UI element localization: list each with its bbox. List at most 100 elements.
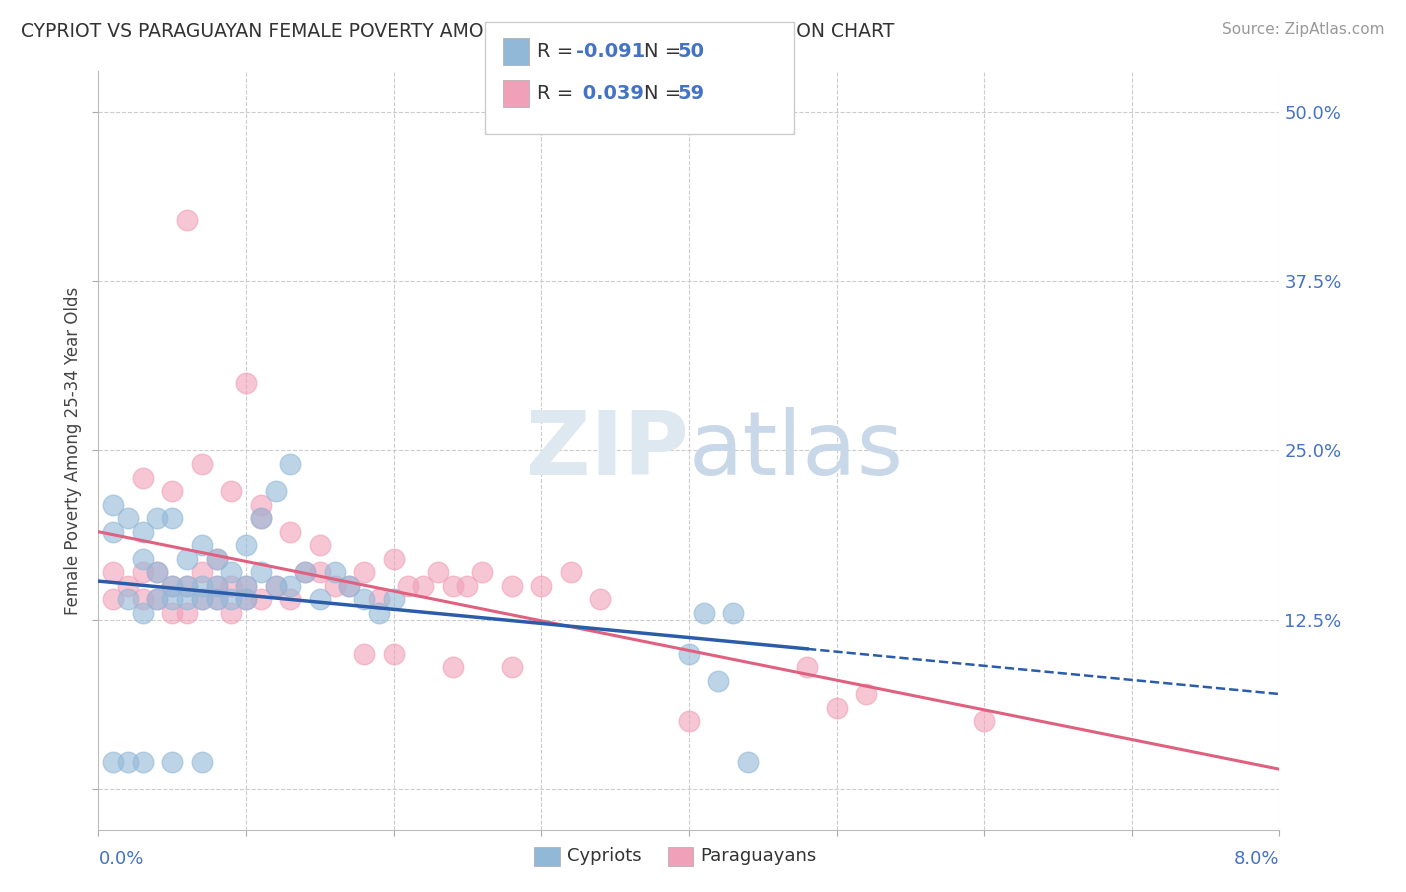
Point [382,592,405,607]
Point [323,566,346,580]
Point [221,606,243,620]
Point [501,660,523,674]
Point [221,592,243,607]
Point [309,592,332,607]
Point [132,592,155,607]
Point [176,592,198,607]
Point [176,213,198,227]
Point [737,755,759,769]
Point [205,579,228,593]
Point [146,592,169,607]
Point [191,592,214,607]
Point [162,606,183,620]
Point [103,592,125,607]
Point [205,551,228,566]
Point [117,755,139,769]
Point [353,592,375,607]
Point [117,511,139,525]
Point [235,579,257,593]
Point [235,538,257,552]
Point [368,606,391,620]
Point [103,566,125,580]
Point [323,579,346,593]
Text: -0.091: -0.091 [576,42,645,62]
Point [693,606,716,620]
Point [146,592,169,607]
Point [294,566,316,580]
Point [205,551,228,566]
Point [398,579,420,593]
Point [353,566,375,580]
Point [707,673,730,688]
Point [191,592,214,607]
Point [309,566,332,580]
Point [427,566,450,580]
Point [825,700,848,714]
Point [162,579,183,593]
Point [250,566,273,580]
Point [501,579,523,593]
Point [382,551,405,566]
Point [221,579,243,593]
Point [191,579,214,593]
Text: N =: N = [644,42,688,62]
Point [162,592,183,607]
Point [339,579,361,593]
Point [264,579,287,593]
Y-axis label: Female Poverty Among 25-34 Year Olds: Female Poverty Among 25-34 Year Olds [63,286,82,615]
Text: atlas: atlas [689,407,904,494]
Point [117,579,139,593]
Point [132,755,155,769]
Text: N =: N = [644,84,688,103]
Text: 0.039: 0.039 [576,84,644,103]
Point [235,376,257,390]
Point [457,579,479,593]
Point [103,498,125,512]
Point [280,579,302,593]
Point [146,566,169,580]
Point [146,511,169,525]
Text: 50: 50 [678,42,704,62]
Point [205,579,228,593]
Point [221,566,243,580]
Text: 8.0%: 8.0% [1234,850,1279,868]
Point [235,592,257,607]
Point [368,592,391,607]
Point [280,457,302,471]
Point [176,551,198,566]
Text: ZIP: ZIP [526,407,689,494]
Point [103,524,125,539]
Point [530,579,553,593]
Text: CYPRIOT VS PARAGUAYAN FEMALE POVERTY AMONG 25-34 YEAR OLDS CORRELATION CHART: CYPRIOT VS PARAGUAYAN FEMALE POVERTY AMO… [21,22,894,41]
Point [132,606,155,620]
Point [176,579,198,593]
Point [441,660,464,674]
Text: Source: ZipAtlas.com: Source: ZipAtlas.com [1222,22,1385,37]
Point [132,566,155,580]
Point [176,579,198,593]
Point [339,579,361,593]
Point [162,579,183,593]
Point [191,566,214,580]
Point [162,755,183,769]
Point [191,755,214,769]
Point [162,511,183,525]
Text: Cypriots: Cypriots [567,847,641,865]
Text: 59: 59 [678,84,704,103]
Point [191,457,214,471]
Point [309,538,332,552]
Point [264,484,287,499]
Text: 0.0%: 0.0% [98,850,143,868]
Point [117,592,139,607]
Point [264,579,287,593]
Point [382,647,405,661]
Point [280,524,302,539]
Point [205,592,228,607]
Point [250,511,273,525]
Point [250,511,273,525]
Point [132,551,155,566]
Point [678,647,700,661]
Point [250,498,273,512]
Point [589,592,612,607]
Point [678,714,700,729]
